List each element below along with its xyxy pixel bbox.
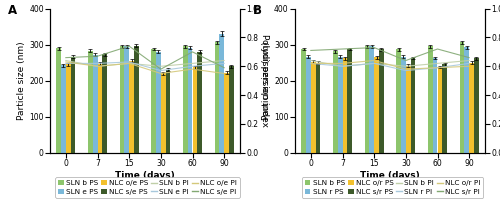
Bar <box>347 49 352 153</box>
Bar <box>120 46 124 153</box>
Bar <box>224 73 229 153</box>
Y-axis label: Particle size (nm): Particle size (nm) <box>18 41 26 120</box>
Bar <box>469 63 474 153</box>
Bar <box>460 42 464 153</box>
Bar <box>370 46 374 153</box>
Y-axis label: Particle size (nm): Particle size (nm) <box>262 41 272 120</box>
Bar <box>161 73 166 153</box>
Text: B: B <box>253 4 262 17</box>
Bar <box>93 55 98 153</box>
Bar <box>406 66 410 153</box>
Bar <box>306 56 311 153</box>
Text: A: A <box>8 4 18 17</box>
Bar <box>98 64 102 153</box>
Bar <box>338 56 342 153</box>
Bar <box>156 52 161 153</box>
Bar <box>302 49 306 153</box>
Bar <box>364 46 370 153</box>
Bar <box>438 67 442 153</box>
Legend: SLN b PS, SLN e PS, NLC o/e PS, NLC s/e PS, SLN b PI, SLN e PI, NLC o/e PI, NLC : SLN b PS, SLN e PS, NLC o/e PS, NLC s/e … <box>56 177 240 198</box>
Bar <box>220 34 224 153</box>
Bar <box>197 52 202 153</box>
Bar <box>311 62 316 153</box>
Bar <box>229 66 234 153</box>
Bar <box>88 51 93 153</box>
Bar <box>166 70 170 153</box>
Bar <box>66 65 70 153</box>
Legend: SLN b PS, SLN r PS, NLC o/r PS, NLC s/r PS, SLN b PI, SLN r PI, NLC o/r PI, NLC : SLN b PS, SLN r PS, NLC o/r PS, NLC s/r … <box>302 177 483 198</box>
X-axis label: Time (days): Time (days) <box>360 171 420 180</box>
Bar <box>56 48 61 153</box>
Bar <box>464 47 469 153</box>
Y-axis label: Polydispersion index: Polydispersion index <box>260 34 270 127</box>
Bar <box>214 42 220 153</box>
Bar <box>379 49 384 153</box>
Bar <box>124 46 129 153</box>
Bar <box>183 46 188 153</box>
Bar <box>61 65 66 153</box>
Bar <box>152 49 156 153</box>
Bar <box>401 56 406 153</box>
Bar <box>188 48 192 153</box>
Bar <box>432 58 438 153</box>
Bar <box>316 63 320 153</box>
Bar <box>410 58 416 153</box>
Bar <box>70 56 76 153</box>
Bar <box>396 49 401 153</box>
Bar <box>129 61 134 153</box>
Bar <box>333 51 338 153</box>
Bar <box>102 54 107 153</box>
Bar <box>342 58 347 153</box>
Bar <box>134 46 138 153</box>
Bar <box>374 57 379 153</box>
Bar <box>192 67 197 153</box>
Bar <box>442 65 447 153</box>
Bar <box>428 46 432 153</box>
X-axis label: Time (days): Time (days) <box>115 171 175 180</box>
Bar <box>474 58 478 153</box>
